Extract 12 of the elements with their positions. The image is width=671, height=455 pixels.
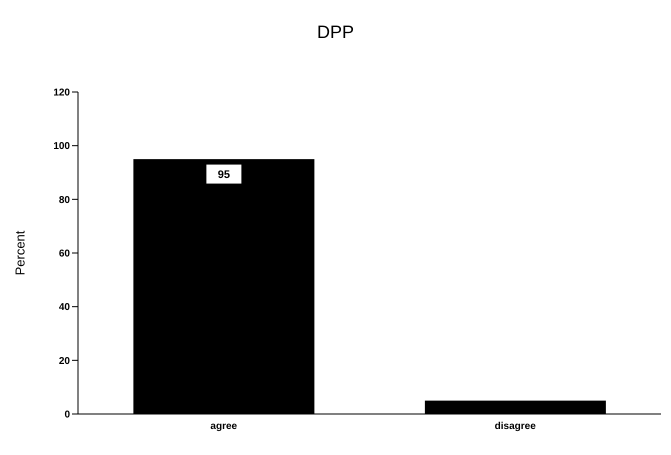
y-tick-label: 0 bbox=[64, 410, 70, 421]
y-axis-title: Percent bbox=[12, 230, 28, 276]
y-tick-label: 120 bbox=[53, 88, 70, 99]
chart-title: DPP bbox=[316, 22, 355, 43]
data-label: 95 bbox=[218, 169, 230, 182]
x-tick-label: agree bbox=[210, 421, 238, 432]
y-tick-label: 20 bbox=[58, 356, 70, 367]
y-tick-label: 80 bbox=[58, 194, 70, 206]
y-tick-label: 40 bbox=[58, 302, 70, 314]
y-tick-label: 60 bbox=[58, 248, 70, 260]
x-tick-label: disagree bbox=[494, 421, 536, 432]
y-tick-label: 100 bbox=[53, 141, 70, 152]
